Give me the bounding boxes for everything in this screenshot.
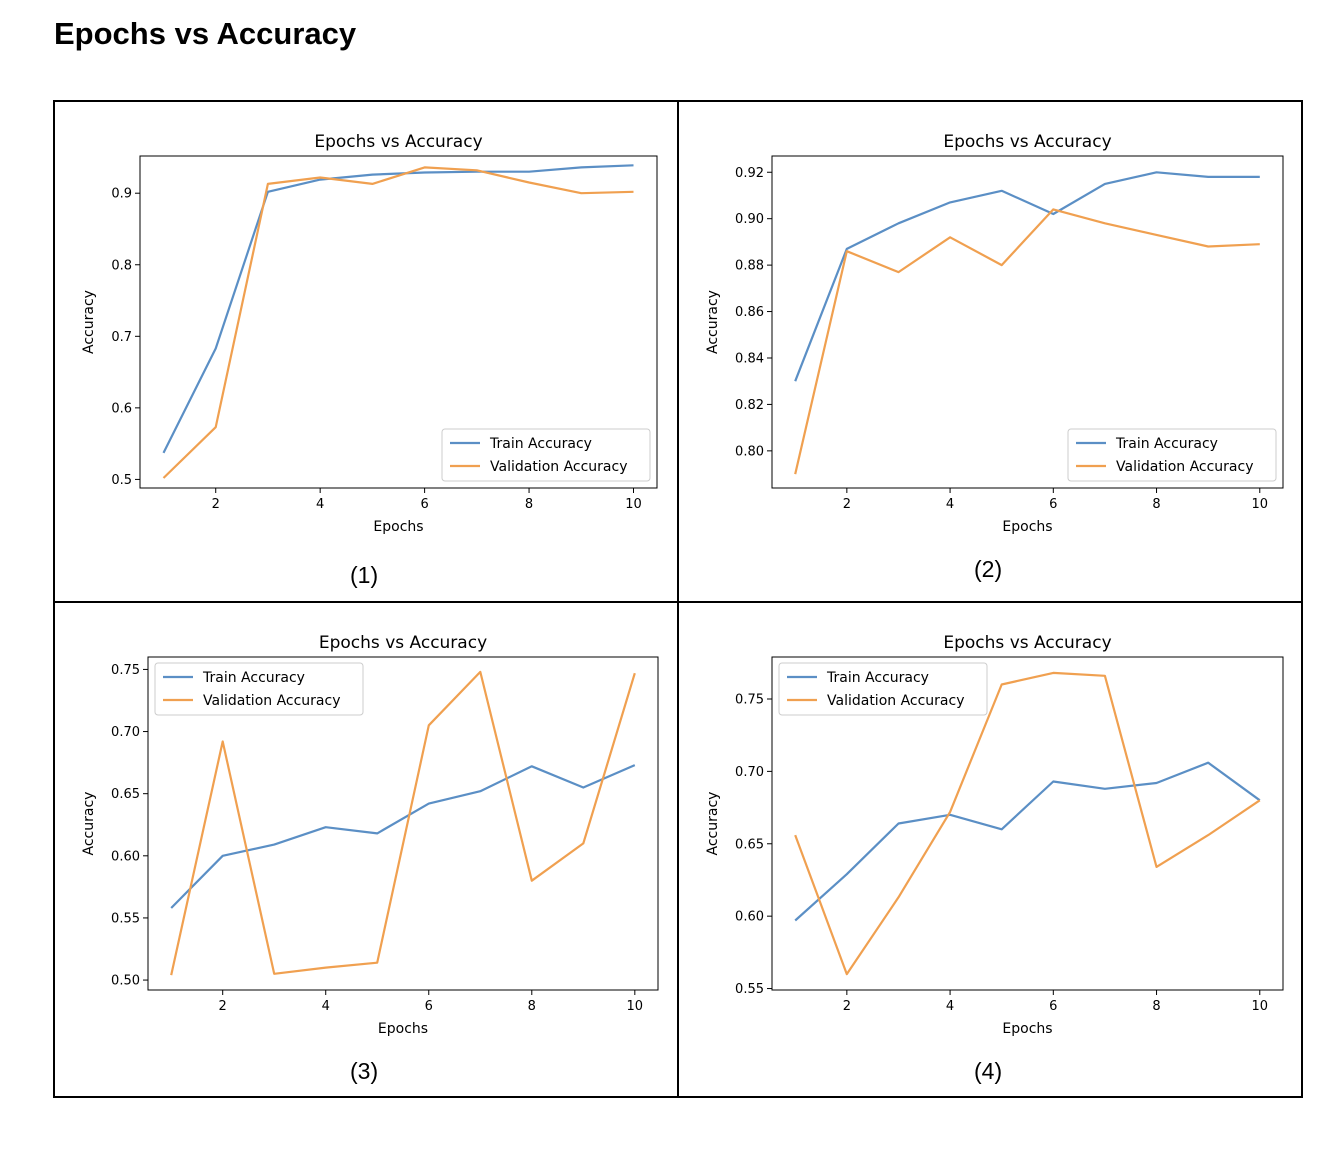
chart-4-xtick-label: 4 [946,999,954,1014]
chart-3-legend-label: Validation Accuracy [203,693,341,709]
chart-3-ytick-label: 0.60 [111,849,140,864]
chart-1-xtick-label: 4 [316,497,324,512]
chart-2-ytick-label: 0.90 [735,212,764,227]
chart-2-xtick-label: 8 [1152,497,1160,512]
chart-3-ylabel: Accuracy [81,792,97,856]
chart-1-ytick-label: 0.9 [111,187,132,202]
chart-4-xtick-label: 2 [843,999,851,1014]
chart-4-legend-label: Validation Accuracy [827,693,965,709]
chart-1-xtick-label: 10 [625,497,642,512]
chart-2-legend-label: Validation Accuracy [1116,459,1254,475]
page-title: Epochs vs Accuracy [54,16,357,51]
chart-1-legend: Train Accuracy Validation Accuracy [441,428,651,482]
chart-2-ytick-label: 0.84 [735,351,764,366]
chart-2-legend-box [1067,428,1277,482]
chart-1-plot-frame [139,155,658,489]
chart-4-legend-label: Train Accuracy [826,670,929,686]
chart-1-title: Epochs vs Accuracy [314,132,482,152]
chart-1-legend-label: Validation Accuracy [490,459,628,475]
chart-3-series-validation-line [170,670,636,976]
chart-1-svg: Epochs vs Accuracy 2 4 6 8 10 0.5 0.6 0.7 0.8 0.9 E… [81,132,658,535]
chart-2-ytick-label: 0.86 [735,305,764,320]
chart-4-series-validation-line [794,671,1261,976]
chart-1-xtick-label: 2 [212,497,220,512]
chart-2-ytick-label: 0.80 [735,444,764,459]
chart-3-xtick-label: 4 [322,999,330,1014]
chart-1-xtick-label: 6 [420,497,428,512]
chart-3-title: Epochs vs Accuracy [319,633,487,653]
chart-2-legend-label: Train Accuracy [1115,436,1218,452]
chart-4-xlabel: Epochs [1002,1021,1052,1037]
chart-1-ylabel: Accuracy [81,290,97,354]
chart-1-series-train-line [162,164,634,454]
chart-2-xtick-label: 2 [843,497,851,512]
chart-3-legend-label: Train Accuracy [202,670,305,686]
chart-4-xtick-label: 10 [1251,999,1268,1014]
chart-4-ylabel: Accuracy [705,792,721,856]
chart-4-series-train-line [794,761,1261,922]
chart-3-xtick-label: 2 [219,999,227,1014]
chart-3-ytick-label: 0.65 [111,787,140,802]
chart-3-xtick-label: 8 [528,999,536,1014]
chart-1-ytick-label: 0.5 [111,473,132,488]
chart-3-legend: Train Accuracy Validation Accuracy [154,662,364,716]
chart-4-caption: (4) [974,1058,1003,1084]
chart-3-legend-box [154,662,364,716]
chart-2-caption: (2) [974,556,1003,582]
chart-3-ytick-label: 0.75 [111,663,140,678]
chart-2-ytick-label: 0.88 [735,259,764,274]
chart-panel-1: Epochs vs Accuracy 2 4 6 8 10 0.5 0.6 0.7 0.8 0.9 E… [55,102,678,600]
chart-4-ytick-label: 0.75 [735,692,764,707]
chart-1-ytick-label: 0.7 [111,330,132,345]
chart-2-xtick-label: 6 [1049,497,1057,512]
chart-2-plot-frame [771,155,1284,489]
chart-3-ytick-label: 0.55 [111,911,140,926]
chart-1-xlabel: Epochs [373,519,423,535]
chart-4-ytick-label: 0.65 [735,837,764,852]
chart-2-ylabel: Accuracy [705,290,721,354]
chart-1-ytick-label: 0.8 [111,258,132,273]
chart-2-legend: Train Accuracy Validation Accuracy [1067,428,1277,482]
chart-4-xtick-label: 6 [1049,999,1057,1014]
chart-3-svg: Epochs vs Accuracy 2 4 6 8 10 0.50 0.55 0.60 0.65… [81,633,659,1037]
chart-4-title: Epochs vs Accuracy [943,633,1111,653]
chart-4-plot-frame [771,656,1284,991]
chart-2-series-validation-line [794,208,1260,475]
chart-3-ytick-label: 0.50 [111,974,140,989]
chart-1-series-validation-line [162,166,634,479]
chart-panel-4: Epochs vs Accuracy 2 4 6 8 10 0.55 0.60 0.65 0.70… [679,603,1302,1101]
chart-3-xtick-label: 6 [425,999,433,1014]
chart-2-series-train-line [794,171,1260,382]
chart-4-svg: Epochs vs Accuracy 2 4 6 8 10 0.55 0.60 0.65 0.70… [705,633,1284,1037]
chart-2-xlabel: Epochs [1002,519,1052,535]
chart-1-caption: (1) [350,562,379,588]
chart-4-ytick-label: 0.55 [735,982,764,997]
chart-2-xtick-label: 4 [946,497,954,512]
grid-divider-vertical [677,101,679,1097]
chart-2-xtick-label: 10 [1251,497,1268,512]
grid-divider-horizontal [54,601,1302,603]
chart-3-plot-frame [147,656,659,991]
chart-1-xtick-label: 8 [525,497,533,512]
chart-1-legend-box [441,428,651,482]
chart-4-xtick-label: 8 [1152,999,1160,1014]
chart-1-legend-label: Train Accuracy [489,436,592,452]
chart-1-ytick-label: 0.6 [111,401,132,416]
chart-4-legend: Train Accuracy Validation Accuracy [778,662,988,716]
chart-panel-3: Epochs vs Accuracy 2 4 6 8 10 0.50 0.55 0.60 0.65… [55,603,678,1101]
chart-3-xtick-label: 10 [627,999,644,1014]
chart-2-ytick-label: 0.92 [735,166,764,181]
chart-2-ytick-label: 0.82 [735,398,764,413]
chart-4-ytick-label: 0.70 [735,765,764,780]
chart-3-ytick-label: 0.70 [111,725,140,740]
chart-2-title: Epochs vs Accuracy [943,132,1111,152]
chart-3-caption: (3) [350,1058,379,1084]
chart-4-legend-box [778,662,988,716]
chart-4-ytick-label: 0.60 [735,910,764,925]
chart-3-series-train-line [170,764,636,909]
chart-2-svg: Epochs vs Accuracy 2 4 6 8 10 0.80 0.82 0.84 0.86… [705,132,1284,535]
chart-panel-2: Epochs vs Accuracy 2 4 6 8 10 0.80 0.82 0.84 0.86… [679,102,1302,600]
chart-3-xlabel: Epochs [378,1021,428,1037]
